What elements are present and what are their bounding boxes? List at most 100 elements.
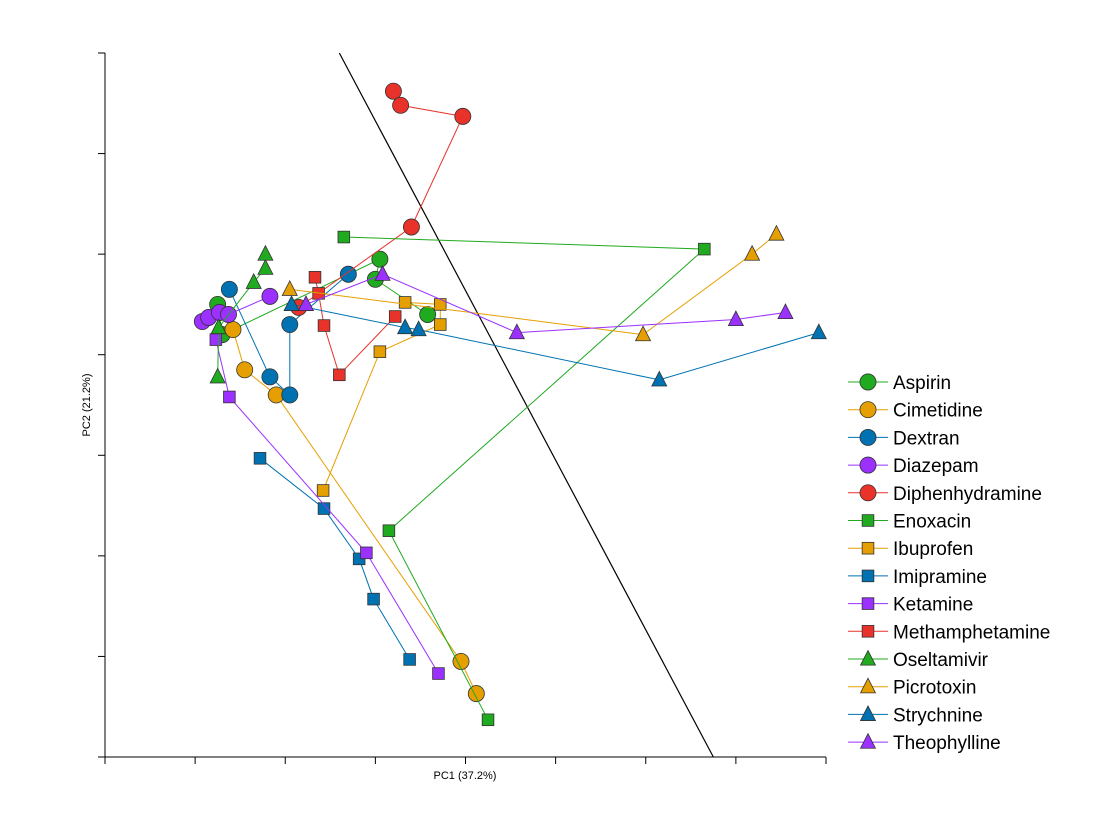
- point: [861, 625, 875, 638]
- point: [419, 306, 437, 323]
- point: [388, 310, 402, 323]
- legend-label: Aspirin: [893, 373, 951, 394]
- legend-item: Theophylline: [848, 732, 1001, 754]
- legend-item: Aspirin: [848, 373, 951, 394]
- point: [698, 242, 711, 256]
- series-layer: [193, 82, 827, 727]
- point: [861, 514, 875, 527]
- point: [403, 653, 416, 666]
- point: [859, 373, 877, 391]
- point: [297, 295, 315, 311]
- series-line: [289, 233, 777, 336]
- series-imipramine: [253, 452, 416, 666]
- legend-item: Enoxacin: [848, 512, 971, 533]
- legend-label: Ibuprofen: [893, 539, 973, 560]
- axes: [98, 52, 827, 764]
- point: [398, 296, 412, 309]
- point: [374, 264, 391, 281]
- point: [316, 484, 330, 497]
- series-methamphetamine: [308, 271, 402, 382]
- point: [777, 303, 794, 320]
- series-line: [215, 339, 439, 674]
- point: [360, 546, 373, 560]
- legend-label: Picrotoxin: [893, 678, 976, 699]
- series-picrotoxin: [281, 224, 785, 342]
- point: [281, 316, 299, 334]
- point: [452, 652, 470, 670]
- legend-label: Diphenhydramine: [893, 484, 1042, 505]
- legend-label: Cimetidine: [893, 401, 983, 422]
- point: [859, 732, 877, 749]
- legend-label: Methamphetamine: [893, 622, 1050, 643]
- point: [382, 524, 396, 537]
- series-line: [259, 457, 411, 660]
- point: [410, 320, 427, 337]
- point: [434, 318, 447, 331]
- point: [220, 280, 238, 298]
- point: [261, 287, 279, 305]
- legend-label: Strychnine: [893, 705, 983, 726]
- point: [317, 319, 331, 332]
- point: [768, 224, 785, 241]
- point: [859, 401, 877, 419]
- legend-item: Dextran: [848, 428, 960, 449]
- series-ibuprofen: [316, 296, 447, 497]
- point: [743, 244, 761, 261]
- legend-item: Oseltamivir: [848, 649, 989, 671]
- x-axis-label: PC1 (37.2%): [434, 770, 497, 782]
- point: [396, 318, 414, 335]
- legend-item: Cimetidine: [848, 401, 983, 422]
- point: [209, 367, 226, 384]
- point: [651, 370, 668, 387]
- series-theophylline: [297, 264, 794, 340]
- point: [209, 333, 223, 346]
- legend: Aspirin Cimetidine Dextran Diazepam Diphenhy…: [848, 373, 1050, 754]
- point: [333, 368, 346, 382]
- point: [253, 452, 267, 465]
- point: [210, 318, 227, 335]
- point: [634, 325, 652, 342]
- point: [283, 295, 300, 311]
- series-line: [343, 236, 706, 721]
- point: [861, 569, 875, 583]
- point: [859, 677, 877, 694]
- series-enoxacin: [337, 230, 711, 727]
- point: [281, 386, 299, 404]
- series-diphenhydramine: [290, 82, 472, 316]
- point: [861, 597, 875, 610]
- y-axis-label: PC2 (21.2%): [81, 374, 93, 437]
- series-ketamine: [209, 333, 445, 680]
- legend-item: Diazepam: [848, 456, 979, 477]
- point: [257, 244, 274, 261]
- point: [861, 541, 875, 555]
- series-cimetidine: [224, 321, 485, 703]
- legend-item: Methamphetamine: [848, 622, 1050, 643]
- point: [261, 368, 279, 386]
- point: [859, 705, 877, 721]
- decision-boundary-line: [338, 52, 714, 758]
- point: [224, 321, 242, 339]
- point: [308, 271, 322, 284]
- legend-item: Picrotoxin: [848, 677, 976, 699]
- point: [245, 272, 262, 289]
- point: [434, 298, 447, 311]
- point: [367, 592, 380, 606]
- legend-label: Oseltamivir: [893, 650, 989, 671]
- legend-label: Dextran: [893, 428, 960, 449]
- series-strychnine: [283, 295, 827, 387]
- point: [508, 323, 526, 340]
- point: [257, 258, 274, 275]
- point: [337, 230, 351, 244]
- point: [373, 345, 387, 358]
- legend-label: Ketamine: [893, 595, 973, 616]
- legend-label: Imipramine: [893, 567, 987, 588]
- series-oseltamivir: [209, 244, 274, 384]
- separator-line: [338, 52, 714, 758]
- legend-item: Strychnine: [848, 705, 983, 726]
- point: [317, 502, 331, 515]
- legend-item: Imipramine: [848, 567, 987, 588]
- point: [859, 428, 877, 446]
- point: [384, 82, 402, 100]
- legend-label: Diazepam: [893, 456, 979, 477]
